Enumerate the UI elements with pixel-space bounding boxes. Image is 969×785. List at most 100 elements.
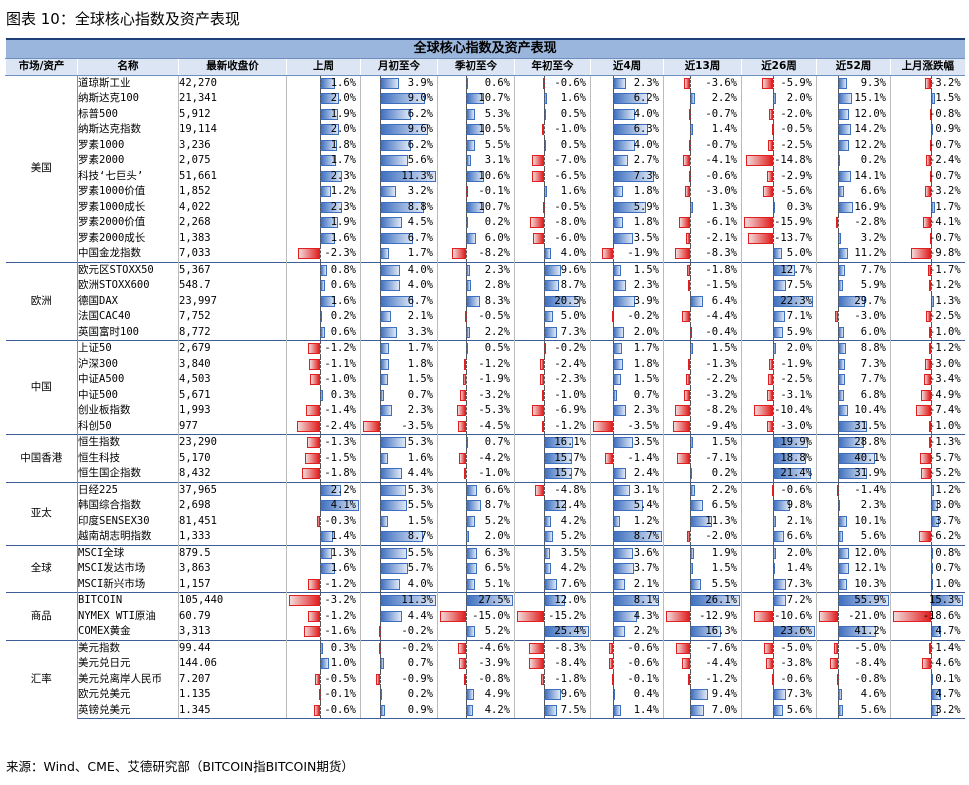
- positive-bar: [380, 186, 397, 197]
- positive-bar: [838, 547, 850, 559]
- negative-bar: [308, 343, 320, 354]
- return-value: -2.4%: [554, 357, 586, 370]
- return-value: 1.4%: [711, 123, 737, 135]
- return-cell: 1.0%: [889, 576, 965, 593]
- zero-axis: [772, 656, 774, 672]
- return-cell: -8.3%: [514, 639, 591, 656]
- return-value: 6.5%: [711, 499, 737, 511]
- zero-axis: [543, 341, 545, 357]
- asset-name: 印度SENSEX30: [78, 514, 150, 527]
- zero-axis: [612, 356, 614, 372]
- return-cell: 3.5%: [514, 544, 591, 561]
- zero-axis: [772, 91, 774, 107]
- return-value: 5.9%: [786, 325, 812, 338]
- return-cell: -1.3%: [889, 434, 965, 451]
- return-cell: 4.1%: [286, 498, 361, 514]
- positive-bar: [380, 358, 390, 370]
- return-value: -1.4%: [929, 641, 961, 654]
- return-value: -1.3%: [705, 357, 737, 370]
- return-cell: 1.6%: [286, 230, 361, 246]
- return-cell: 7.5%: [741, 278, 817, 294]
- return-cell: -1.8%: [514, 671, 591, 687]
- return-value: 4.2%: [484, 703, 510, 716]
- positive-bar: [772, 326, 784, 338]
- zero-axis: [838, 215, 840, 231]
- zero-axis: [543, 106, 545, 122]
- zero-axis: [838, 671, 840, 687]
- asset-name: 罗素2000成长: [78, 231, 146, 244]
- table-row: 罗素1000价值 1,852 1.2% 3.2% -0.1% 1.6% 1.8% -3.0% -…: [6, 184, 965, 200]
- zero-axis: [612, 466, 614, 482]
- negative-bar: [533, 232, 544, 244]
- return-cell: 0.3%: [741, 199, 817, 215]
- return-value: 6.6%: [860, 185, 886, 197]
- return-cell: -4.9%: [889, 387, 965, 403]
- return-cell: 6.6%: [816, 184, 891, 200]
- zero-axis: [380, 309, 382, 325]
- return-value: -0.7%: [929, 169, 961, 182]
- positive-bar: [772, 531, 785, 542]
- return-cell: 1.5%: [360, 372, 438, 388]
- return-cell: 1.8%: [590, 215, 664, 231]
- return-cell: -1.2%: [286, 340, 361, 357]
- zero-axis: [838, 529, 840, 545]
- return-value: 1.7%: [633, 342, 659, 354]
- negative-bar: [833, 642, 839, 654]
- latest-close: 879.5: [178, 544, 287, 561]
- return-value: 2.2%: [484, 325, 510, 338]
- zero-axis: [772, 450, 774, 466]
- zero-axis: [319, 278, 321, 294]
- return-cell: -3.2%: [889, 74, 965, 91]
- return-value: 1.8%: [407, 357, 433, 370]
- zero-axis: [319, 387, 321, 403]
- return-cell: 3.6%: [590, 544, 664, 561]
- return-cell: -0.8%: [889, 106, 965, 122]
- return-value: 7.2%: [786, 594, 812, 606]
- return-value: 5.0%: [786, 247, 812, 259]
- positive-bar: [838, 170, 851, 182]
- return-cell: 4.0%: [360, 576, 438, 593]
- zero-axis: [380, 498, 382, 514]
- positive-bar: [772, 248, 782, 259]
- zero-axis: [465, 387, 467, 403]
- latest-close: 5,367: [178, 261, 287, 278]
- table-row: 创业板指数 1,993 -1.4% 2.3% -5.3% -6.9% 2.3% -8.2% -1…: [6, 403, 965, 419]
- zero-axis: [690, 624, 692, 640]
- negative-bar: [918, 531, 932, 542]
- return-value: 8.7%: [484, 499, 510, 511]
- zero-axis: [838, 576, 840, 592]
- return-value: 3.1%: [484, 154, 510, 166]
- column-header: 最新收盘价: [178, 58, 287, 76]
- zero-axis: [838, 91, 840, 107]
- zero-axis: [690, 576, 692, 592]
- return-value: 4.2%: [560, 514, 586, 527]
- return-value: 2.1%: [633, 577, 659, 590]
- return-value: -15.0%: [472, 609, 510, 622]
- return-value: -7.0%: [554, 154, 586, 166]
- return-value: 1.0%: [935, 577, 961, 590]
- return-value: -0.6%: [780, 483, 812, 496]
- return-value: -1.2%: [324, 342, 356, 354]
- return-value: 5.4%: [633, 499, 659, 511]
- positive-bar: [838, 264, 846, 276]
- asset-name: BITCOIN: [77, 592, 179, 609]
- return-value: -0.1%: [627, 672, 659, 685]
- return-cell: 1.5%: [360, 513, 438, 529]
- negative-bar: [308, 610, 320, 622]
- return-value: 6.3%: [484, 546, 510, 559]
- table-row: 罗素2000 2,075 1.7% 5.6% 3.1% -7.0% 2.7% -4.1% -14…: [6, 153, 965, 169]
- zero-axis: [772, 372, 774, 388]
- zero-axis: [612, 513, 614, 529]
- zero-axis: [465, 513, 467, 529]
- zero-axis: [931, 687, 933, 703]
- zero-axis: [465, 341, 467, 357]
- return-value: 3.5%: [633, 231, 659, 244]
- negative-bar: [928, 642, 932, 654]
- return-value: 3.5%: [633, 436, 659, 448]
- latest-close: 5,170: [178, 450, 287, 466]
- table-row: 标普500 5,912 1.9% 6.2% 5.3% 0.5% 4.0% -0.7% -2.0%…: [6, 106, 965, 122]
- return-value: 10.7%: [478, 92, 510, 104]
- negative-bar: [296, 420, 320, 432]
- return-value: -3.8%: [780, 657, 812, 669]
- zero-axis: [690, 324, 692, 340]
